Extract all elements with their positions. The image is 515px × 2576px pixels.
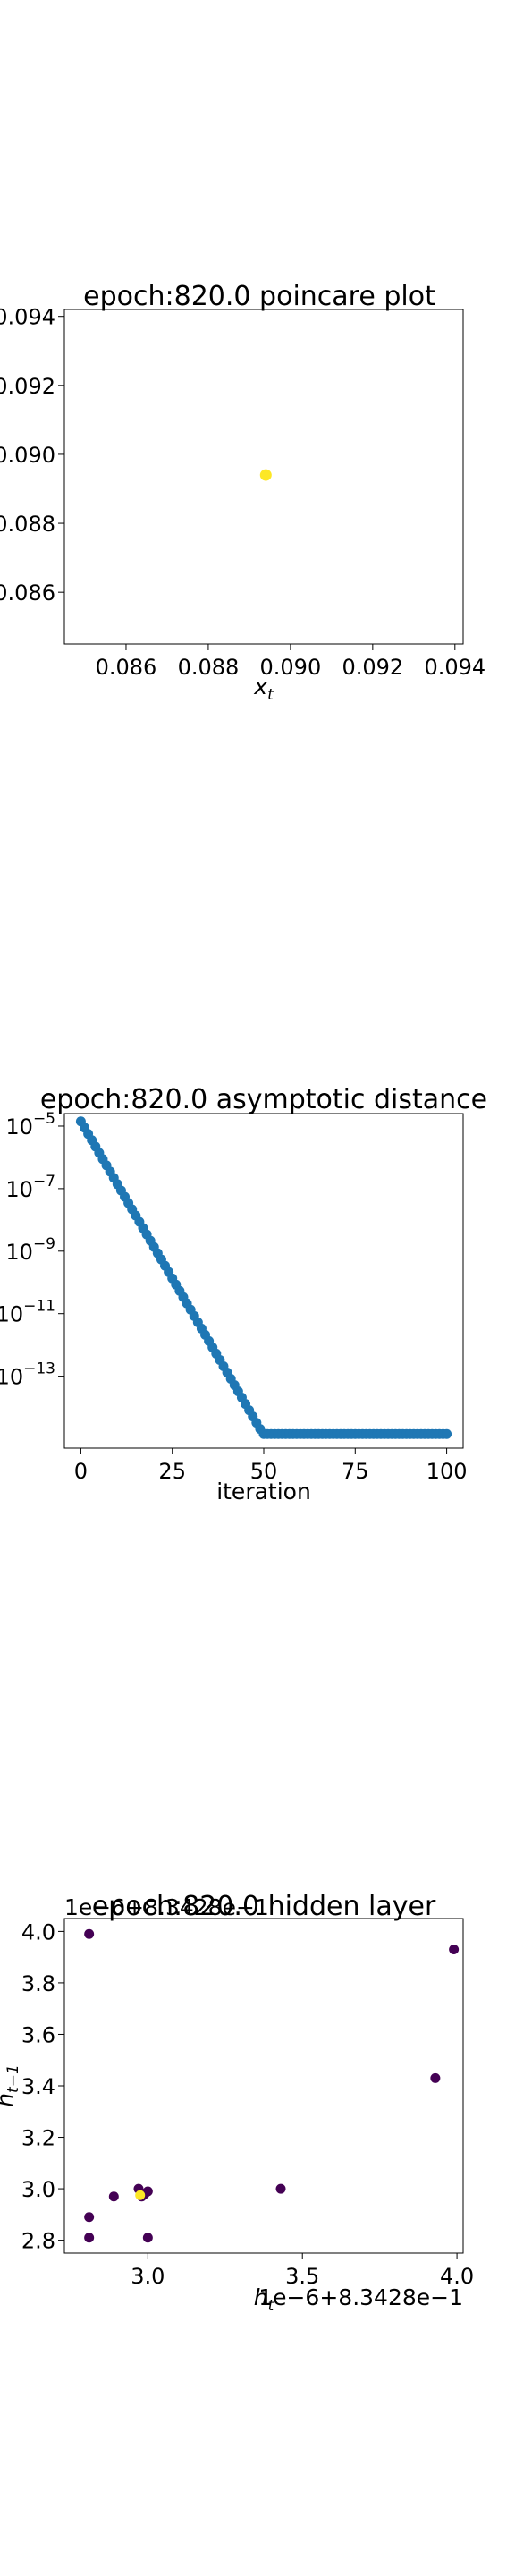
- hidden-layer-point: [84, 1928, 95, 1939]
- distance-ytick-label: 10−11: [0, 1298, 55, 1327]
- asymptotic-distance-xlabel: iteration: [216, 1479, 311, 1504]
- hidden-layer-point: [275, 2183, 286, 2194]
- hidden-layer-point: [430, 2072, 441, 2083]
- poincare-ytick-label: 0.086: [0, 580, 55, 606]
- asymptotic-distance-frame: [63, 1113, 464, 1449]
- distance-xtick-label: 0: [74, 1459, 88, 1484]
- poincare-ytick-label: 0.094: [0, 305, 55, 330]
- distance-ytick-label: 10−9: [5, 1235, 55, 1265]
- hidden-layer-title: epoch:820.0 hidden layer: [92, 1891, 436, 1922]
- hidden-ytick-label: 4.0: [21, 1919, 55, 1945]
- hidden-xtick-label: 3.0: [131, 2264, 165, 2289]
- hidden-layer-point: [84, 2233, 95, 2243]
- hidden-ytick-label: 3.4: [21, 2074, 55, 2099]
- hidden-ytick-label: 3.6: [21, 2022, 55, 2047]
- distance-ytick-label: 10−7: [5, 1173, 55, 1202]
- hidden-layer-x-offset: 1e−6+8.3428e−1: [258, 2284, 463, 2310]
- hidden-xtick-label: 4.0: [440, 2264, 474, 2289]
- hidden-ytick-label: 3.8: [21, 1971, 55, 1996]
- poincare-plot-title: epoch:820.0 poincare plot: [83, 281, 435, 312]
- distance-xtick-label: 100: [426, 1459, 468, 1484]
- poincare-xtick-label: 0.088: [178, 655, 240, 680]
- poincare-plot-chart: epoch:820.0 poincare plot 0.086 0.088 0.09…: [0, 281, 485, 704]
- distance-ytick-label: 10−5: [5, 1110, 55, 1140]
- hidden-ytick-label: 3.0: [21, 2177, 55, 2202]
- asymptotic-distance-chart: epoch:820.0 asymptotic distance 0 25 50 75 1…: [0, 1084, 487, 1504]
- hidden-layer-chart: epoch:820.0 hidden layer 1e−6+8.3428e−1 …: [0, 1891, 474, 2315]
- hidden-xtick-label: 3.5: [285, 2264, 319, 2289]
- asymptotic-distance-title: epoch:820.0 asymptotic distance: [40, 1084, 487, 1115]
- poincare-plot-frame: [63, 309, 464, 645]
- poincare-xtick-label: 0.094: [424, 655, 485, 680]
- poincare-xtick-label: 0.086: [96, 655, 157, 680]
- hidden-layer-y-offset: 1e−6+8.3428e−1: [64, 1894, 269, 1920]
- distance-ytick-label: 10−13: [0, 1360, 55, 1390]
- distance-xtick-label: 75: [342, 1459, 369, 1484]
- hidden-layer-point: [108, 2191, 119, 2202]
- hidden-layer-point: [84, 2212, 95, 2223]
- poincare-point: [259, 469, 272, 481]
- distance-xtick-label: 25: [158, 1459, 186, 1484]
- hidden-ytick-label: 3.2: [21, 2126, 55, 2151]
- hidden-layer-frame: [63, 1918, 464, 2254]
- poincare-xtick-label: 0.092: [342, 655, 403, 680]
- hidden-layer-point: [449, 1945, 460, 1955]
- poincare-xtick-label: 0.090: [260, 655, 322, 680]
- poincare-ytick-label: 0.092: [0, 374, 55, 399]
- poincare-ytick-label: 0.088: [0, 512, 55, 537]
- hidden-ytick-label: 2.8: [21, 2229, 55, 2254]
- hidden-layer-ylabel: ht−1: [0, 2064, 22, 2107]
- poincare-ytick-label: 0.090: [0, 443, 55, 468]
- distance-xtick-label: 50: [250, 1459, 278, 1484]
- hidden-layer-point: [142, 2233, 153, 2243]
- hidden-layer-point: [135, 2190, 146, 2200]
- distance-point: [442, 1428, 452, 1439]
